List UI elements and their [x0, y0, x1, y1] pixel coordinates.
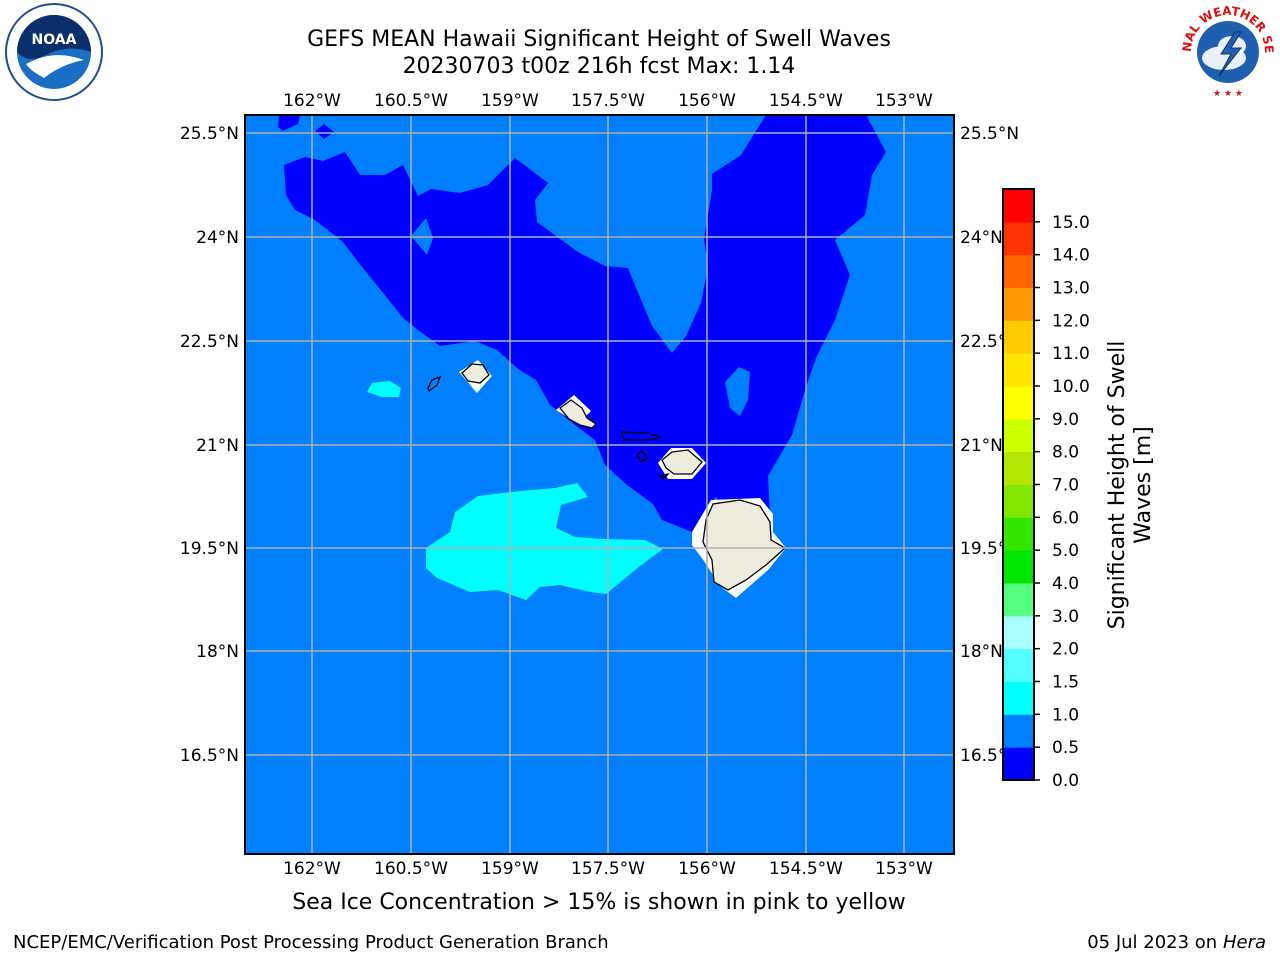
nws-logo: NATIONAL WEATHER SERVICE ★ ★ ★ [1177, 2, 1276, 100]
colorbar-tick-label: 12.0 [1052, 311, 1090, 331]
lat-label: 18°N [960, 642, 1003, 662]
lon-labels-top: 162°W 160.5°W 159°W 157.5°W 156°W 154.5°… [283, 91, 933, 111]
lon-label: 162°W [283, 859, 341, 879]
colorbar-cell [1003, 615, 1034, 650]
colorbar-cell [1003, 287, 1034, 321]
colorbar-ticks: 0.0 0.5 1.0 1.5 2.0 3.0 4.0 5.0 6.0 7.0 8.0 9.0 10.0… [1034, 213, 1090, 791]
colorbar-cell [1003, 353, 1034, 387]
lon-label: 153°W [875, 91, 933, 111]
footer-date: 05 Jul 2023 on Hera [1087, 932, 1266, 953]
colorbar-tick-label: 5.0 [1052, 541, 1079, 561]
lon-label: 160.5°W [374, 91, 448, 111]
map-subtitle: 20230703 t00z 216h fcst Max: 1.14 [402, 54, 796, 79]
colorbar-tick-label: 0.5 [1052, 738, 1079, 758]
lon-label: 157.5°W [571, 91, 645, 111]
colorbar-cell [1003, 681, 1034, 715]
lat-label: 22.5°N [180, 332, 239, 352]
colorbar-tick-label: 7.0 [1052, 476, 1079, 496]
colorbar-cell [1003, 714, 1034, 748]
lat-label: 21°N [196, 436, 239, 456]
colorbar-cell [1003, 517, 1034, 551]
lat-label: 18°N [196, 642, 239, 662]
lat-label: 25.5°N [180, 124, 239, 144]
colorbar-tick-label: 9.0 [1052, 410, 1079, 430]
colorbar-cell [1003, 550, 1034, 584]
colorbar-tick-label: 8.0 [1052, 443, 1079, 463]
colorbar-tick-label: 14.0 [1052, 246, 1090, 266]
colorbar-tick-label: 11.0 [1052, 344, 1090, 364]
colorbar-label-line2: Waves [m] [1131, 426, 1156, 543]
colorbar-cell [1003, 189, 1034, 223]
colorbar-cell [1003, 747, 1034, 781]
lon-label: 154.5°W [769, 91, 843, 111]
footer-credit: NCEP/EMC/Verification Post Processing Pr… [13, 932, 609, 953]
colorbar-tick-label: 3.0 [1052, 607, 1079, 627]
colorbar-tick-label: 1.5 [1052, 673, 1079, 693]
colorbar-tick-label: 2.0 [1052, 640, 1079, 660]
colorbar-cell [1003, 451, 1034, 485]
lon-label: 154.5°W [769, 859, 843, 879]
lon-labels-bottom: 162°W 160.5°W 159°W 157.5°W 156°W 154.5°… [283, 859, 933, 879]
lon-label: 156°W [678, 91, 736, 111]
lat-label: 21°N [960, 436, 1003, 456]
noaa-logo-text: NOAA [32, 32, 77, 48]
lat-label: 24°N [960, 228, 1003, 248]
colorbar-cell [1003, 648, 1034, 682]
lat-label: 16.5°N [180, 746, 239, 766]
map-gridlines [245, 115, 954, 854]
noaa-logo: NOAA [5, 3, 103, 101]
lon-label: 159°W [481, 859, 539, 879]
colorbar-tick-label: 1.0 [1052, 705, 1079, 725]
colorbar-cell [1003, 484, 1034, 518]
island-coastlines [427, 363, 787, 591]
lat-label: 19.5°N [180, 539, 239, 559]
footer-date-text: 05 Jul 2023 on [1087, 932, 1223, 953]
colorbar-cell [1003, 320, 1034, 354]
swell-low-region [278, 115, 886, 532]
colorbar: 0.0 0.5 1.0 1.5 2.0 3.0 4.0 5.0 6.0 7.0 8.0 9.0 10.0… [1002, 188, 1156, 791]
colorbar-cells [1003, 189, 1034, 781]
colorbar-cell [1003, 418, 1034, 453]
lat-label: 24°N [196, 228, 239, 248]
colorbar-cell [1003, 386, 1034, 420]
sea-ice-note: Sea Ice Concentration > 15% is shown in … [292, 890, 906, 915]
lon-label: 160.5°W [374, 859, 448, 879]
colorbar-cell [1003, 254, 1034, 288]
lat-labels-left: 25.5°N 24°N 22.5°N 21°N 19.5°N 18°N 16.5… [180, 124, 239, 766]
colorbar-tick-label: 13.0 [1052, 279, 1090, 299]
colorbar-tick-label: 4.0 [1052, 574, 1079, 594]
colorbar-cell [1003, 221, 1034, 256]
colorbar-tick-label: 6.0 [1052, 508, 1079, 528]
map-frame [244, 114, 955, 855]
footer-host: Hera [1222, 932, 1266, 953]
lon-label: 156°W [678, 859, 736, 879]
svg-text:★ ★ ★: ★ ★ ★ [1213, 89, 1243, 99]
map-title: GEFS MEAN Hawaii Significant Height of S… [307, 27, 891, 52]
colorbar-tick-label: 0.0 [1052, 771, 1079, 791]
lat-label: 25.5°N [960, 124, 1019, 144]
colorbar-label-line1: Significant Height of Swell [1105, 341, 1130, 630]
lon-label: 162°W [283, 91, 341, 111]
colorbar-tick-label: 15.0 [1052, 213, 1090, 233]
lon-label: 159°W [481, 91, 539, 111]
colorbar-tick-label: 10.0 [1052, 377, 1090, 397]
lon-label: 153°W [875, 859, 933, 879]
swell-high-region [367, 381, 663, 600]
colorbar-cell [1003, 583, 1034, 617]
lon-label: 157.5°W [571, 859, 645, 879]
